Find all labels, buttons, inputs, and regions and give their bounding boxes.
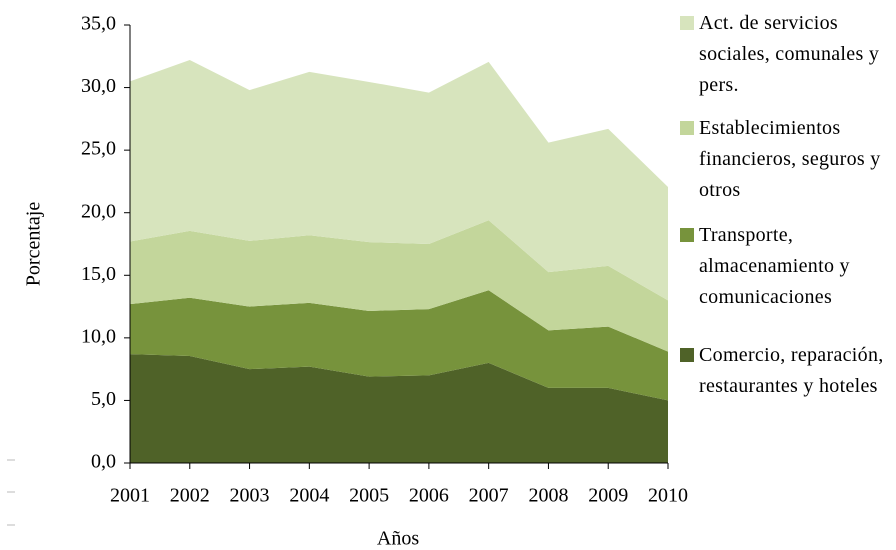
x-tick-label: 2002 (170, 485, 210, 507)
legend-item: Establecimientos financieros, seguros y … (680, 113, 895, 206)
legend-swatch (680, 228, 694, 242)
y-tick-label: 35,0 (81, 13, 116, 35)
area (130, 290, 668, 401)
x-axis-title: Años (377, 528, 419, 550)
legend-item: Transporte, almacenamiento y comunicacio… (680, 220, 895, 313)
legend-swatch (680, 121, 694, 135)
x-tick-label: 2007 (469, 485, 509, 507)
legend-label: Act. de servicios sociales, comunales y … (699, 12, 880, 96)
legend-label: Transporte, almacenamiento y comunicacio… (699, 224, 850, 308)
area (130, 60, 668, 301)
x-tick-label: 2008 (528, 485, 568, 507)
x-tick-label: 2003 (230, 485, 270, 507)
x-tick-label: 2005 (349, 485, 389, 507)
legend-item: Act. de servicios sociales, comunales y … (680, 8, 895, 101)
y-tick-label: 20,0 (81, 200, 116, 222)
legend-swatch (680, 16, 694, 30)
x-tick-label: 2009 (588, 485, 628, 507)
legend-label: Comercio, reparación, restaurantes y hot… (699, 344, 884, 397)
area (130, 220, 668, 352)
legend-item: Comercio, reparación, restaurantes y hot… (680, 340, 895, 402)
y-tick-label: 0,0 (91, 451, 116, 473)
y-axis-title: Porcentaje (23, 202, 45, 287)
y-tick-label: 30,0 (81, 75, 116, 97)
legend-swatch (680, 348, 694, 362)
y-tick-label: 25,0 (81, 138, 116, 160)
x-tick-label: 2004 (289, 485, 329, 507)
x-tick-label: 2006 (409, 485, 449, 507)
x-tick-label: 2010 (648, 485, 688, 507)
y-tick-label: 10,0 (81, 325, 116, 347)
y-tick-label: 5,0 (91, 388, 116, 410)
y-tick-label: 15,0 (81, 263, 116, 285)
area (130, 354, 668, 463)
x-tick-label: 2001 (110, 485, 150, 507)
legend-label: Establecimientos financieros, seguros y … (699, 117, 881, 201)
